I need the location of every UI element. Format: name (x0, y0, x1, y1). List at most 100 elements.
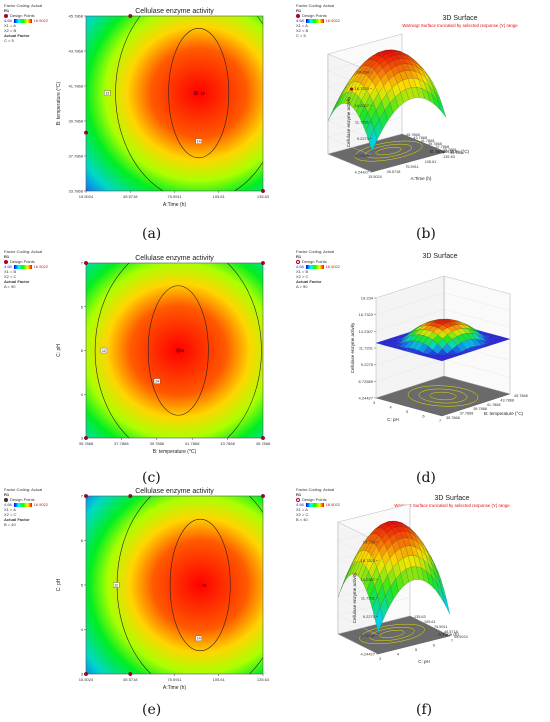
floor-contour-2 (359, 623, 425, 645)
y-axis-label: B: temperature (°C) (56, 81, 62, 125)
factor-coding: Factor Coding: Actual (296, 3, 335, 8)
wall-gridline (337, 596, 379, 617)
fixed-factor: B = 40 (296, 517, 308, 522)
sidebar-b: Factor Coding: Actual R1 Design Points 4… (296, 3, 340, 38)
floor-contour-2 (407, 385, 479, 407)
design-point (176, 348, 181, 353)
x-tick-label: 37.7868 (114, 441, 129, 446)
z-tick-label: 9.2275 (361, 362, 374, 367)
y-tick-label: 105.61 (424, 620, 436, 624)
x1-label: X1 = A (296, 507, 308, 512)
x-axis-label: B: temperature (°C) (153, 449, 197, 455)
x-tick-label: 45.7868 (256, 441, 271, 446)
z-tick-label: 16.7323 (359, 312, 374, 317)
design-point (84, 494, 88, 498)
z-tick-label: 4.24427 (359, 396, 374, 401)
design-point (128, 14, 133, 18)
contour-label-box (113, 582, 120, 588)
legend-high: 16.9022 (33, 18, 48, 23)
x-tick-label: 7 (439, 419, 441, 423)
z-tick-label: 11.7291 (361, 596, 376, 601)
contour-line-1 (94, 263, 262, 438)
wall-gridline (443, 375, 511, 395)
y-tick-label: 5 (81, 583, 84, 588)
legend-high: 16.9022 (33, 502, 48, 507)
wall-gridline (337, 615, 411, 635)
x2-label: X2 = B (4, 28, 17, 33)
surface-warning: Warning! Surface truncated by selected r… (394, 503, 510, 508)
legend-low: 4.68 (296, 264, 304, 269)
y-axis-label: B: temperature (°C) (484, 411, 524, 416)
panel-c-contour: Factor Coding: Actual R1 Design Points 4… (0, 246, 271, 486)
x2-label: X2 = C (296, 512, 309, 517)
contour-label-box (100, 347, 108, 354)
x-tick-label: 45.5718 (387, 170, 401, 174)
center-contour-label: 16 (180, 349, 184, 353)
x-tick-label: 43.7868 (220, 441, 235, 446)
design-point (84, 130, 88, 135)
sidebar-e: Factor Coding: Actual R1 Design Points 4… (4, 487, 48, 527)
x-tick-label: 15.5024 (368, 175, 382, 179)
wall-gridline (375, 309, 445, 332)
y-tick-label: 35.7868 (446, 416, 460, 420)
color-ramp (13, 502, 32, 507)
x-tick-label: 41.7868 (185, 441, 200, 446)
x-tick-label: 4 (397, 653, 399, 657)
x2-label: X2 = C (4, 274, 17, 279)
design-point-marker (4, 497, 8, 502)
z-tick-label: 6.72589 (359, 379, 374, 384)
design-point (261, 189, 265, 193)
contour-label: 12 (102, 349, 106, 353)
x-tick-label: 39.7868 (150, 441, 165, 446)
z-tick-label: 14.2307 (361, 577, 376, 582)
x-tick-label: 135.63 (257, 194, 270, 199)
surface-chart-d: 3D Surface 4.24427 6.72589 9.2275 11.7291 14.… (350, 253, 528, 423)
y-tick-label: 41.7868 (69, 84, 84, 89)
y-tick-label: 45.5718 (444, 630, 458, 634)
y-tick-label: 4 (81, 627, 84, 632)
x2-label: X2 = B (296, 28, 309, 33)
surface-warning: Warning! Surface truncated by selected r… (402, 23, 518, 28)
floor-contour-1 (365, 143, 412, 159)
y-axis-label: C: pH (56, 578, 62, 591)
sidebar-f: Factor Coding: Actual R1 Design Points 4… (296, 487, 340, 522)
surface-cell (441, 591, 451, 615)
contour-label-box (195, 138, 202, 144)
color-ramp (13, 18, 32, 23)
y-tick-label: 39.7868 (69, 119, 84, 124)
y-tick-label: 33.7868 (69, 189, 84, 194)
contour-label: 12 (114, 583, 118, 587)
y-tick-label: 5 (81, 348, 84, 353)
wall-gridline (327, 133, 403, 155)
contour-lines (94, 263, 262, 438)
actual-factor: Actual Factor (4, 517, 30, 522)
panel-e-contour: Factor Coding: Actual R1 Design Points 4… (0, 484, 270, 722)
x-tick-label: 105.61 (213, 194, 226, 199)
design-point-marker (4, 259, 8, 264)
floor-contour-1 (369, 626, 415, 642)
actual-factor: Actual Factor (4, 33, 30, 38)
legend-low: 4.68 (4, 264, 12, 269)
wall-gridline (443, 359, 511, 378)
z-tick-label: 19.234 (363, 540, 376, 545)
heatmap-area (86, 16, 263, 191)
wall-gridline (327, 33, 403, 55)
design-point-marker (4, 13, 8, 18)
y-tick-label: 41.7868 (487, 403, 501, 407)
z-tick-label: 4.24427 (361, 652, 376, 657)
x-axis-label: A:Time (h) (163, 202, 186, 208)
legend-low: 4.68 (4, 502, 12, 507)
contour-label: 14 (155, 379, 159, 383)
x-tick-label: 75.5911 (167, 194, 182, 199)
y-axis-label: B: temperature (°C) (430, 149, 470, 154)
design-point (261, 436, 265, 440)
wall-gridline (375, 292, 445, 315)
z-axis-label: Cellulase enzyme activity (350, 322, 355, 373)
design-point (84, 261, 88, 265)
legend-low: 4.68 (296, 18, 304, 23)
legend-high: 16.9022 (325, 502, 340, 507)
response-header: R1 (296, 492, 302, 497)
wall-gridline (337, 503, 411, 523)
design-points-label: Design Points (10, 13, 35, 18)
z-tick-label: 11.7291 (359, 346, 374, 351)
